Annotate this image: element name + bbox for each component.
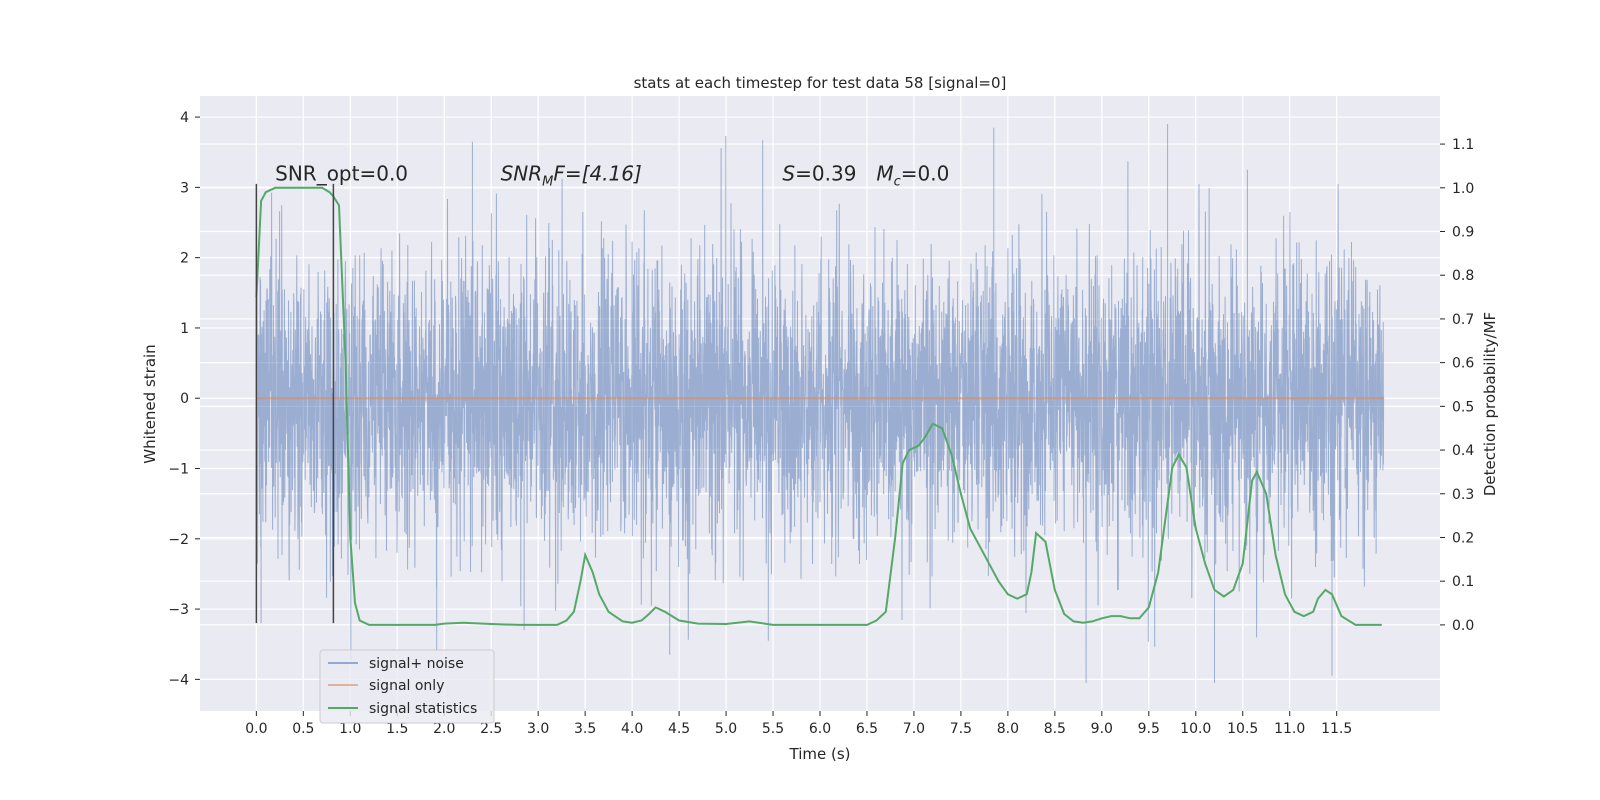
y2-tick-label-5: 0.5 [1452, 399, 1474, 415]
x-tick-label-3: 1.5 [386, 721, 408, 737]
x-tick-label-2: 1.0 [339, 721, 361, 737]
x-tick-label-22: 11.0 [1274, 721, 1305, 737]
y-tick-label-8: 4 [180, 110, 189, 126]
x-tick-label-8: 4.0 [621, 721, 643, 737]
legend-label-signal-statistics: signal statistics [369, 701, 477, 717]
x-axis-label: Time (s) [789, 745, 851, 763]
x-axis-ticks: 0.0 0.5 1.0 1.5 2.0 2.5 3.0 3.5 4.0 4.5 5.0 5.5 6.0 6… [245, 711, 1352, 737]
annotation-mc-value: Mc=0.0 [876, 161, 949, 189]
y-tick-label-6: 2 [180, 251, 189, 267]
legend-label-signal-noise: signal+ noise [369, 656, 464, 672]
x-tick-label-14: 7.0 [903, 721, 925, 737]
y2-tick-label-1: 0.1 [1452, 574, 1474, 590]
chart-title: stats at each timestep for test data 58 … [634, 74, 1007, 92]
y2-axis-ticks: 0.0 0.1 0.2 0.3 0.4 0.5 0.6 0.7 0.8 0.9 1.0 1.1 [1440, 137, 1474, 634]
x-tick-label-20: 10.0 [1180, 721, 1211, 737]
y-tick-label-7: 3 [180, 180, 189, 196]
y-tick-label-1: −3 [168, 602, 189, 618]
series-signal-noise [255, 124, 1385, 683]
y-tick-label-4: 0 [180, 391, 189, 407]
x-tick-label-18: 9.0 [1091, 721, 1113, 737]
y-tick-label-2: −2 [168, 532, 189, 548]
annotations: SNR_opt=0.0 SNRMF=[4.16] S=0.39 Mc=0.0 [275, 161, 949, 189]
x-tick-label-21: 10.5 [1227, 721, 1258, 737]
x-tick-label-19: 9.5 [1138, 721, 1160, 737]
y-tick-label-0: −4 [168, 672, 189, 688]
x-tick-label-10: 5.0 [715, 721, 737, 737]
y-axis-label: Whitened strain [141, 344, 159, 463]
x-tick-label-0: 0.0 [245, 721, 267, 737]
y2-tick-label-0: 0.0 [1452, 618, 1474, 634]
x-tick-label-5: 2.5 [480, 721, 502, 737]
y-axis-ticks: −4 −3 −2 −1 0 1 2 3 4 [168, 110, 200, 688]
x-tick-label-17: 8.5 [1044, 721, 1066, 737]
segment-markers [255, 183, 335, 624]
y2-tick-label-9: 0.9 [1452, 225, 1474, 241]
y2-tick-label-10: 1.0 [1452, 181, 1474, 197]
series-signal-statistics [255, 186, 1382, 626]
y-tick-label-5: 1 [180, 321, 189, 337]
legend: signal+ noise signal only signal statist… [319, 649, 495, 724]
x-tick-label-11: 5.5 [762, 721, 784, 737]
y-tick-label-3: −1 [168, 462, 189, 478]
legend-box [319, 649, 495, 724]
line-signal-statistics [255, 186, 1382, 626]
x-tick-label-9: 4.5 [668, 721, 690, 737]
y2-tick-label-7: 0.7 [1452, 312, 1474, 328]
legend-label-signal-only: signal only [369, 678, 444, 694]
annotation-s-value: S=0.39 [782, 161, 856, 185]
x-tick-label-13: 6.5 [856, 721, 878, 737]
x-tick-label-15: 7.5 [950, 721, 972, 737]
y2-tick-label-3: 0.3 [1452, 487, 1474, 503]
x-tick-label-7: 3.5 [574, 721, 596, 737]
x-tick-label-4: 2.0 [433, 721, 455, 737]
x-tick-label-12: 6.0 [809, 721, 831, 737]
x-tick-label-16: 8.0 [997, 721, 1019, 737]
y2-axis-label: Detection probability/MF [1481, 312, 1499, 496]
annotation-snr-mf: SNRMF=[4.16] [501, 161, 642, 189]
y2-tick-label-2: 0.2 [1452, 530, 1474, 546]
annotation-snr-opt: SNR_opt=0.0 [275, 161, 408, 185]
x-tick-label-6: 3.0 [527, 721, 549, 737]
y2-tick-label-11: 1.1 [1452, 137, 1474, 153]
line-signal-noise [255, 124, 1385, 683]
y2-tick-label-4: 0.4 [1452, 443, 1474, 459]
x-tick-label-23: 11.5 [1321, 721, 1352, 737]
x-tick-label-1: 0.5 [292, 721, 314, 737]
y2-tick-label-6: 0.6 [1452, 356, 1474, 372]
y2-tick-label-8: 0.8 [1452, 268, 1474, 284]
